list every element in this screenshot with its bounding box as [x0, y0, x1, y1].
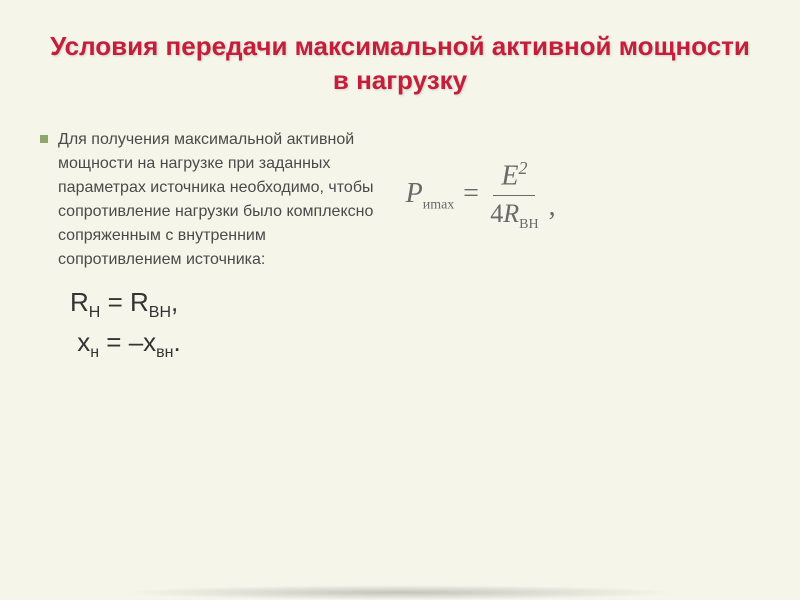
slide-container: Условия передачи максимальной активной м…	[0, 0, 800, 600]
formula-numerator: E2	[493, 158, 535, 196]
formula-num-var: E	[501, 160, 518, 191]
formula-den-coeff: 4	[490, 199, 503, 228]
cond2-period: .	[174, 327, 181, 357]
formula-lhs-sub: иmax	[423, 197, 455, 212]
slide-shadow-icon	[120, 585, 680, 600]
bullet-marker-icon	[40, 135, 48, 143]
cond1-lhs: R	[70, 287, 89, 317]
formula-lhs: Pиmax =	[406, 178, 481, 214]
max-power-formula: Pиmax = E2 4RBH ,	[406, 158, 760, 234]
formula-den-sub: BH	[519, 217, 538, 232]
formula-denominator: 4RBH	[490, 196, 538, 233]
cond1-rhs: R	[130, 287, 149, 317]
cond1-rhs-sub: ВН	[149, 304, 171, 321]
formula-num-sup: 2	[518, 158, 527, 178]
cond1-lhs-sub: Н	[89, 304, 101, 321]
formula-fraction: E2 4RBH	[490, 158, 538, 234]
content-area: Для получения максимальной активной мощн…	[40, 128, 760, 365]
body-text: Для получения максимальной активной мощн…	[58, 128, 386, 272]
bullet-item: Для получения максимальной активной мощн…	[40, 128, 386, 272]
matching-conditions: RН = RВН, xн = –xвн.	[70, 284, 386, 365]
cond2-eq: = –	[99, 327, 143, 357]
formula-trailing-comma: ,	[549, 191, 556, 223]
condition-line-2: xн = –xвн.	[70, 324, 386, 365]
formula-den-var: R	[503, 199, 519, 228]
condition-line-1: RН = RВН,	[70, 284, 386, 325]
cond1-comma: ,	[171, 287, 178, 317]
cond2-rhs: x	[143, 327, 156, 357]
cond2-rhs-sub: вн	[156, 344, 173, 361]
cond2-lhs-sub: н	[90, 344, 99, 361]
cond2-lhs: x	[77, 327, 90, 357]
formula-lhs-var: P	[406, 178, 423, 209]
slide-title: Условия передачи максимальной активной м…	[40, 30, 760, 98]
formula-eq: =	[454, 178, 480, 209]
cond1-eq: =	[100, 287, 130, 317]
right-column: Pиmax = E2 4RBH ,	[406, 128, 760, 365]
left-column: Для получения максимальной активной мощн…	[40, 128, 386, 365]
